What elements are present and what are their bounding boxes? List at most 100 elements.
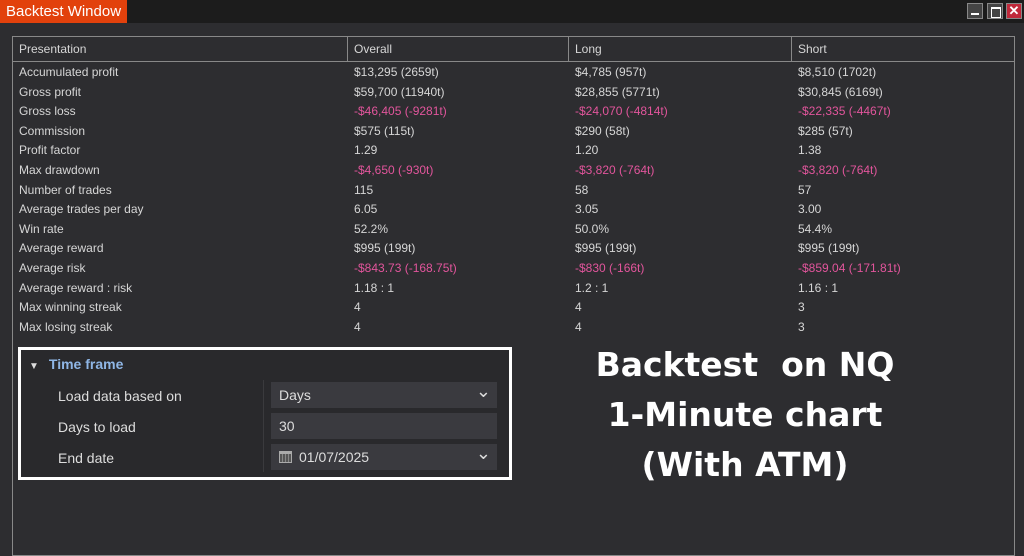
table-row[interactable]: Accumulated profit $13,295 (2659t) $4,785 … <box>13 63 1014 83</box>
collapse-triangle-icon[interactable]: ▼ <box>29 361 39 372</box>
short-value: $285 (57t) <box>798 123 853 138</box>
minimize-button[interactable] <box>967 3 983 19</box>
table-body: Accumulated profit $13,295 (2659t) $4,785 … <box>13 62 1014 337</box>
overall-value: $575 (115t) <box>354 123 415 138</box>
end-date-picker[interactable]: 01/07/2025 ⌄ <box>271 443 497 470</box>
long-value: 3.05 <box>575 202 599 217</box>
overall-value: 1.18 : 1 <box>354 280 395 295</box>
caption-line-1: Backtest on NQ <box>595 345 895 384</box>
metric-label: Commission <box>19 123 86 138</box>
end-date-label: End date <box>58 450 115 466</box>
overall-value: -$4,650 (-930t) <box>354 162 434 177</box>
long-value: 1.20 <box>575 143 599 158</box>
metric-label: Win rate <box>19 221 64 236</box>
overall-value: 115 <box>354 182 374 197</box>
table-row[interactable]: Number of trades 115 58 57 <box>13 181 1014 201</box>
metric-label: Gross loss <box>19 104 76 119</box>
performance-table: Presentation Overall Long Short Accumula… <box>12 36 1015 556</box>
long-value: $290 (58t) <box>575 123 630 138</box>
short-value: 57 <box>798 182 812 197</box>
short-value: 3.00 <box>798 202 822 217</box>
short-value: $30,845 (6169t) <box>798 84 883 99</box>
long-value: -$3,820 (-764t) <box>575 162 655 177</box>
overall-value: $995 (199t) <box>354 241 416 256</box>
metric-label: Max winning streak <box>19 300 122 315</box>
long-value: $4,785 (957t) <box>575 65 647 79</box>
overall-value: $59,700 (11940t) <box>354 84 445 99</box>
table-row[interactable]: Commission $575 (115t) $290 (58t) $285 (57t… <box>13 122 1014 142</box>
short-value: -$859.04 (-171.81t) <box>798 260 901 275</box>
overlay-caption: Backtest on NQ 1-Minute chart (With ATM) <box>560 340 930 490</box>
table-row[interactable]: Average reward : risk 1.18 : 1 1.2 : 1 1.16… <box>13 279 1014 299</box>
metric-label: Average risk <box>19 260 86 275</box>
title-bar: Backtest Window ✕ <box>0 0 1024 23</box>
short-value: 3 <box>798 319 805 334</box>
time-frame-title: Time frame <box>48 356 124 372</box>
chevron-down-icon: ⌄ <box>475 443 491 463</box>
table-row[interactable]: Profit factor 1.29 1.20 1.38 <box>13 141 1014 161</box>
long-value: $28,855 (5771t) <box>575 84 660 99</box>
long-value: 4 <box>575 300 582 315</box>
table-row[interactable]: Average reward $995 (199t) $995 (199t) $995… <box>13 239 1014 259</box>
overall-value: 4 <box>354 319 361 334</box>
time-frame-section: ▼ Time frame Load data based on Days ⌄ Day… <box>18 347 512 480</box>
short-value: -$3,820 (-764t) <box>798 162 878 177</box>
table-row[interactable]: Max losing streak 4 4 3 <box>13 318 1014 338</box>
table-row[interactable]: Max winning streak 4 4 3 <box>13 298 1014 318</box>
column-header-presentation[interactable]: Presentation <box>13 37 348 61</box>
short-value: 1.16 : 1 <box>798 280 839 295</box>
metric-label: Gross profit <box>19 84 82 99</box>
table-header: Presentation Overall Long Short <box>13 37 1014 62</box>
column-header-short[interactable]: Short <box>798 42 827 56</box>
metric-label: Accumulated profit <box>19 65 119 79</box>
chevron-down-icon: ⌄ <box>475 381 491 401</box>
long-value: -$24,070 (-4814t) <box>575 104 668 119</box>
overall-value: 1.29 <box>354 143 378 158</box>
maximize-button[interactable] <box>987 3 1003 19</box>
short-value: $995 (199t) <box>798 241 860 256</box>
long-value: 50.0% <box>575 221 610 236</box>
table-row[interactable]: Max drawdown -$4,650 (-930t) -$3,820 (-764… <box>13 161 1014 181</box>
short-value: -$22,335 (-4467t) <box>798 104 891 119</box>
close-button[interactable]: ✕ <box>1006 3 1022 19</box>
short-value: $8,510 (1702t) <box>798 65 877 79</box>
time-frame-header[interactable]: ▼ Time frame <box>29 356 123 372</box>
metric-label: Profit factor <box>19 143 81 158</box>
metric-label: Number of trades <box>19 182 112 197</box>
metric-label: Average reward <box>19 241 104 256</box>
metric-label: Average reward : risk <box>19 280 133 295</box>
caption-line-2: 1-Minute chart <box>607 395 883 434</box>
overall-value: 4 <box>354 300 361 315</box>
overall-value: 6.05 <box>354 202 378 217</box>
metric-label: Average trades per day <box>19 202 144 217</box>
calendar-icon[interactable] <box>279 451 292 463</box>
metric-label: Max losing streak <box>19 319 113 334</box>
short-value: 54.4% <box>798 221 833 236</box>
table-row[interactable]: Gross profit $59,700 (11940t) $28,855 (577… <box>13 83 1014 103</box>
table-row[interactable]: Average risk -$843.73 (-168.75t) -$830 (-1… <box>13 259 1014 279</box>
long-value: 1.2 : 1 <box>575 280 609 295</box>
divider <box>263 380 264 472</box>
overall-value: 52.2% <box>354 221 389 236</box>
end-date-value: 01/07/2025 <box>299 449 370 465</box>
window-title: Backtest Window <box>0 0 128 23</box>
column-header-overall[interactable]: Overall <box>348 37 569 61</box>
table-row[interactable]: Win rate 52.2% 50.0% 54.4% <box>13 220 1014 240</box>
long-value: 58 <box>575 182 589 197</box>
column-header-long[interactable]: Long <box>569 37 792 61</box>
load-data-select[interactable]: Days ⌄ <box>271 381 497 408</box>
table-row[interactable]: Average trades per day 6.05 3.05 3.00 <box>13 200 1014 220</box>
overall-value: -$46,405 (-9281t) <box>354 104 447 119</box>
overall-value: -$843.73 (-168.75t) <box>354 260 457 275</box>
overall-value: $13,295 (2659t) <box>354 65 439 79</box>
long-value: 4 <box>575 319 582 334</box>
table-row[interactable]: Gross loss -$46,405 (-9281t) -$24,070 (-48… <box>13 102 1014 122</box>
caption-line-3: (With ATM) <box>641 445 849 484</box>
short-value: 3 <box>798 300 805 315</box>
long-value: $995 (199t) <box>575 241 637 256</box>
load-data-label: Load data based on <box>58 388 182 404</box>
days-to-load-input[interactable]: 30 <box>271 413 497 439</box>
long-value: -$830 (-166t) <box>575 260 645 275</box>
short-value: 1.38 <box>798 143 822 158</box>
days-to-load-label: Days to load <box>58 419 136 435</box>
